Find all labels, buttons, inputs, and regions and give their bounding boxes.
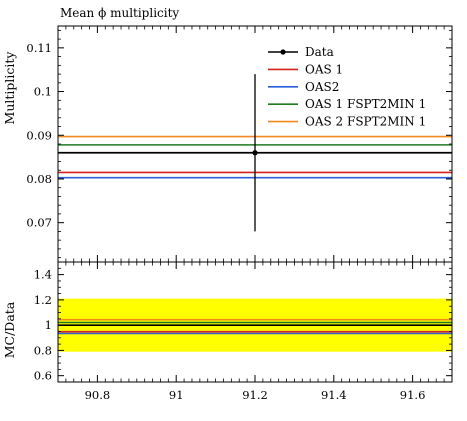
y-tick-label: 1.4: [34, 268, 52, 282]
legend: Data OAS 1 OAS2 OAS 1 FSPT2MIN 1 OAS 2 FSPT2…: [268, 45, 426, 129]
x-tick-label: 91.4: [321, 388, 347, 402]
ratio-panel: 0.6 0.8 1 1.2 1.4 90.8 91 91.2 91.4 91.6 MC/Data: [2, 261, 453, 402]
main-x-ticks: [57, 26, 453, 262]
data-point: [252, 150, 258, 156]
data-series: [58, 74, 452, 232]
ratio-y-axis-label: MC/Data: [2, 301, 17, 358]
main-y-ticks: 0.07 0.08 0.09 0.1 0.11: [26, 29, 452, 259]
legend-label: OAS2: [305, 80, 339, 94]
y-tick-label: 0.07: [26, 216, 52, 230]
y-tick-label: 0.08: [26, 172, 52, 186]
x-tick-label: 91.2: [242, 388, 268, 402]
y-tick-label: 1: [45, 318, 52, 332]
y-tick-label: 0.8: [34, 343, 52, 357]
x-tick-label: 90.8: [85, 388, 111, 402]
y-tick-label: 1.2: [34, 293, 52, 307]
ratio-y-ticks: 0.6 0.8 1 1.2 1.4: [34, 261, 452, 383]
y-tick-label: 0.6: [34, 369, 52, 383]
legend-label: Data: [305, 45, 334, 59]
legend-label: OAS 2 FSPT2MIN 1: [305, 115, 426, 129]
legend-label: OAS 1 FSPT2MIN 1: [305, 97, 426, 111]
y-tick-label: 0.1: [34, 85, 52, 99]
x-tick-label: 91.6: [400, 388, 426, 402]
y-tick-label: 0.09: [26, 128, 52, 142]
legend-label: OAS 1: [305, 62, 343, 76]
ratio-series: [58, 318, 452, 335]
x-tick-label: 91: [169, 388, 184, 402]
y-tick-label: 0.11: [26, 41, 52, 55]
chart-title: Mean ϕ multiplicity: [60, 6, 179, 20]
main-panel: 0.07 0.08 0.09 0.1 0.11 Multiplicity Data OAS…: [2, 25, 453, 263]
main-y-axis-label: Multiplicity: [2, 51, 17, 125]
legend-marker: [280, 49, 286, 55]
ratio-x-ticks: 90.8 91 91.2 91.4 91.6: [57, 262, 453, 402]
